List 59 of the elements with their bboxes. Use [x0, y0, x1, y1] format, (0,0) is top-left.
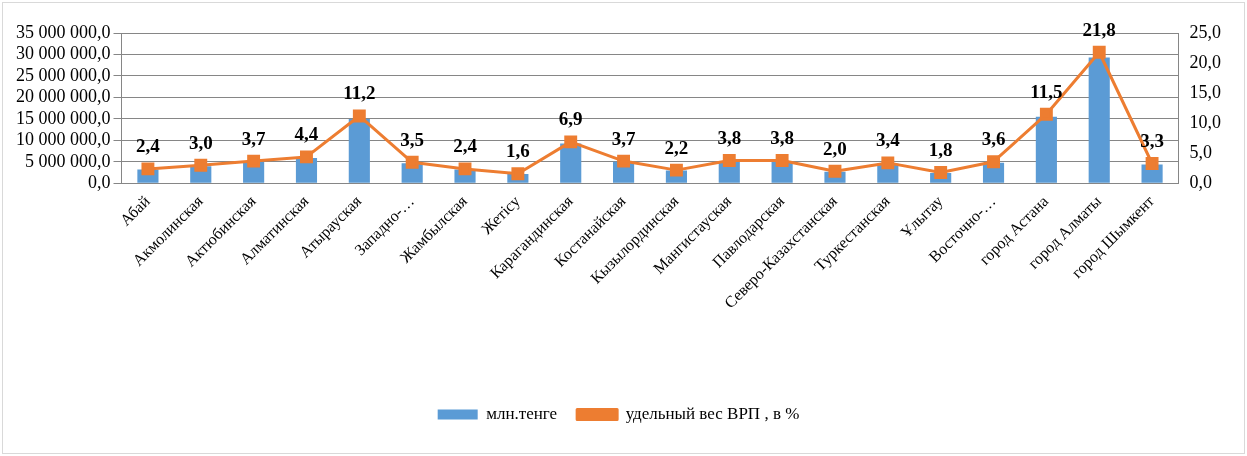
point: [1039, 107, 1053, 121]
y2-tick-label: 20,0: [1189, 51, 1221, 72]
point: [194, 158, 208, 172]
y-tick-label: 20 000 000,0: [16, 86, 111, 107]
data-label: 11,2: [343, 82, 376, 104]
data-label: 3,6: [981, 128, 1006, 150]
point: [458, 162, 472, 176]
data-label: 4,4: [294, 123, 319, 145]
point: [564, 135, 578, 149]
data-label: 1,6: [506, 140, 530, 162]
data-label: 2,0: [823, 137, 847, 159]
point: [511, 167, 525, 181]
legend-label: млн.тенге: [486, 403, 558, 423]
data-label: 3,8: [770, 126, 794, 148]
data-label: 3,8: [717, 126, 742, 148]
bar: [1088, 57, 1110, 183]
point: [987, 155, 1000, 169]
y2-tick-label: 25,0: [1189, 21, 1221, 42]
y-tick-label: 0,0: [88, 172, 111, 193]
point: [1092, 45, 1106, 59]
data-label: 2,4: [453, 135, 478, 157]
y-tick-label: 30 000 000,0: [16, 43, 111, 64]
point: [881, 156, 895, 170]
data-label: 2,4: [136, 135, 161, 157]
point: [934, 166, 948, 179]
data-label: 1,8: [928, 138, 953, 160]
y-tick-label: 5 000 000,0: [25, 150, 111, 171]
point: [617, 154, 631, 168]
point: [669, 163, 683, 177]
y2-tick-label: 0,0: [1189, 172, 1212, 193]
point: [352, 109, 366, 123]
point: [828, 164, 842, 178]
legend-label: удельный вес ВРП , в %: [625, 403, 800, 423]
y-tick-label: 25 000 000,0: [16, 64, 111, 85]
data-label: 2,2: [664, 136, 689, 158]
y-tick-label: 10 000 000,0: [16, 129, 111, 150]
point: [405, 155, 419, 169]
y2-tick-label: 10,0: [1189, 111, 1221, 132]
data-label: 3,3: [1140, 129, 1164, 151]
point: [247, 154, 261, 168]
data-label: 3,7: [241, 127, 266, 149]
bar: [1035, 116, 1057, 183]
y-tick-label: 15 000 000,0: [16, 107, 111, 128]
y-tick-label: 35 000 000,0: [16, 21, 111, 42]
data-label: 21,8: [1082, 18, 1116, 40]
y2-tick-label: 5,0: [1189, 142, 1212, 163]
point: [1145, 157, 1159, 170]
data-label: 3,4: [875, 129, 901, 151]
data-label: 3,0: [188, 131, 213, 153]
data-label: 11,5: [1030, 80, 1063, 102]
data-label: 3,7: [611, 127, 636, 149]
point: [141, 162, 155, 176]
point: [722, 154, 736, 167]
bar: [348, 118, 370, 183]
y2-tick-label: 15,0: [1189, 81, 1221, 102]
data-label: 6,9: [558, 108, 583, 130]
point: [300, 150, 313, 164]
point: [775, 154, 789, 167]
data-label: 3,5: [400, 128, 425, 150]
